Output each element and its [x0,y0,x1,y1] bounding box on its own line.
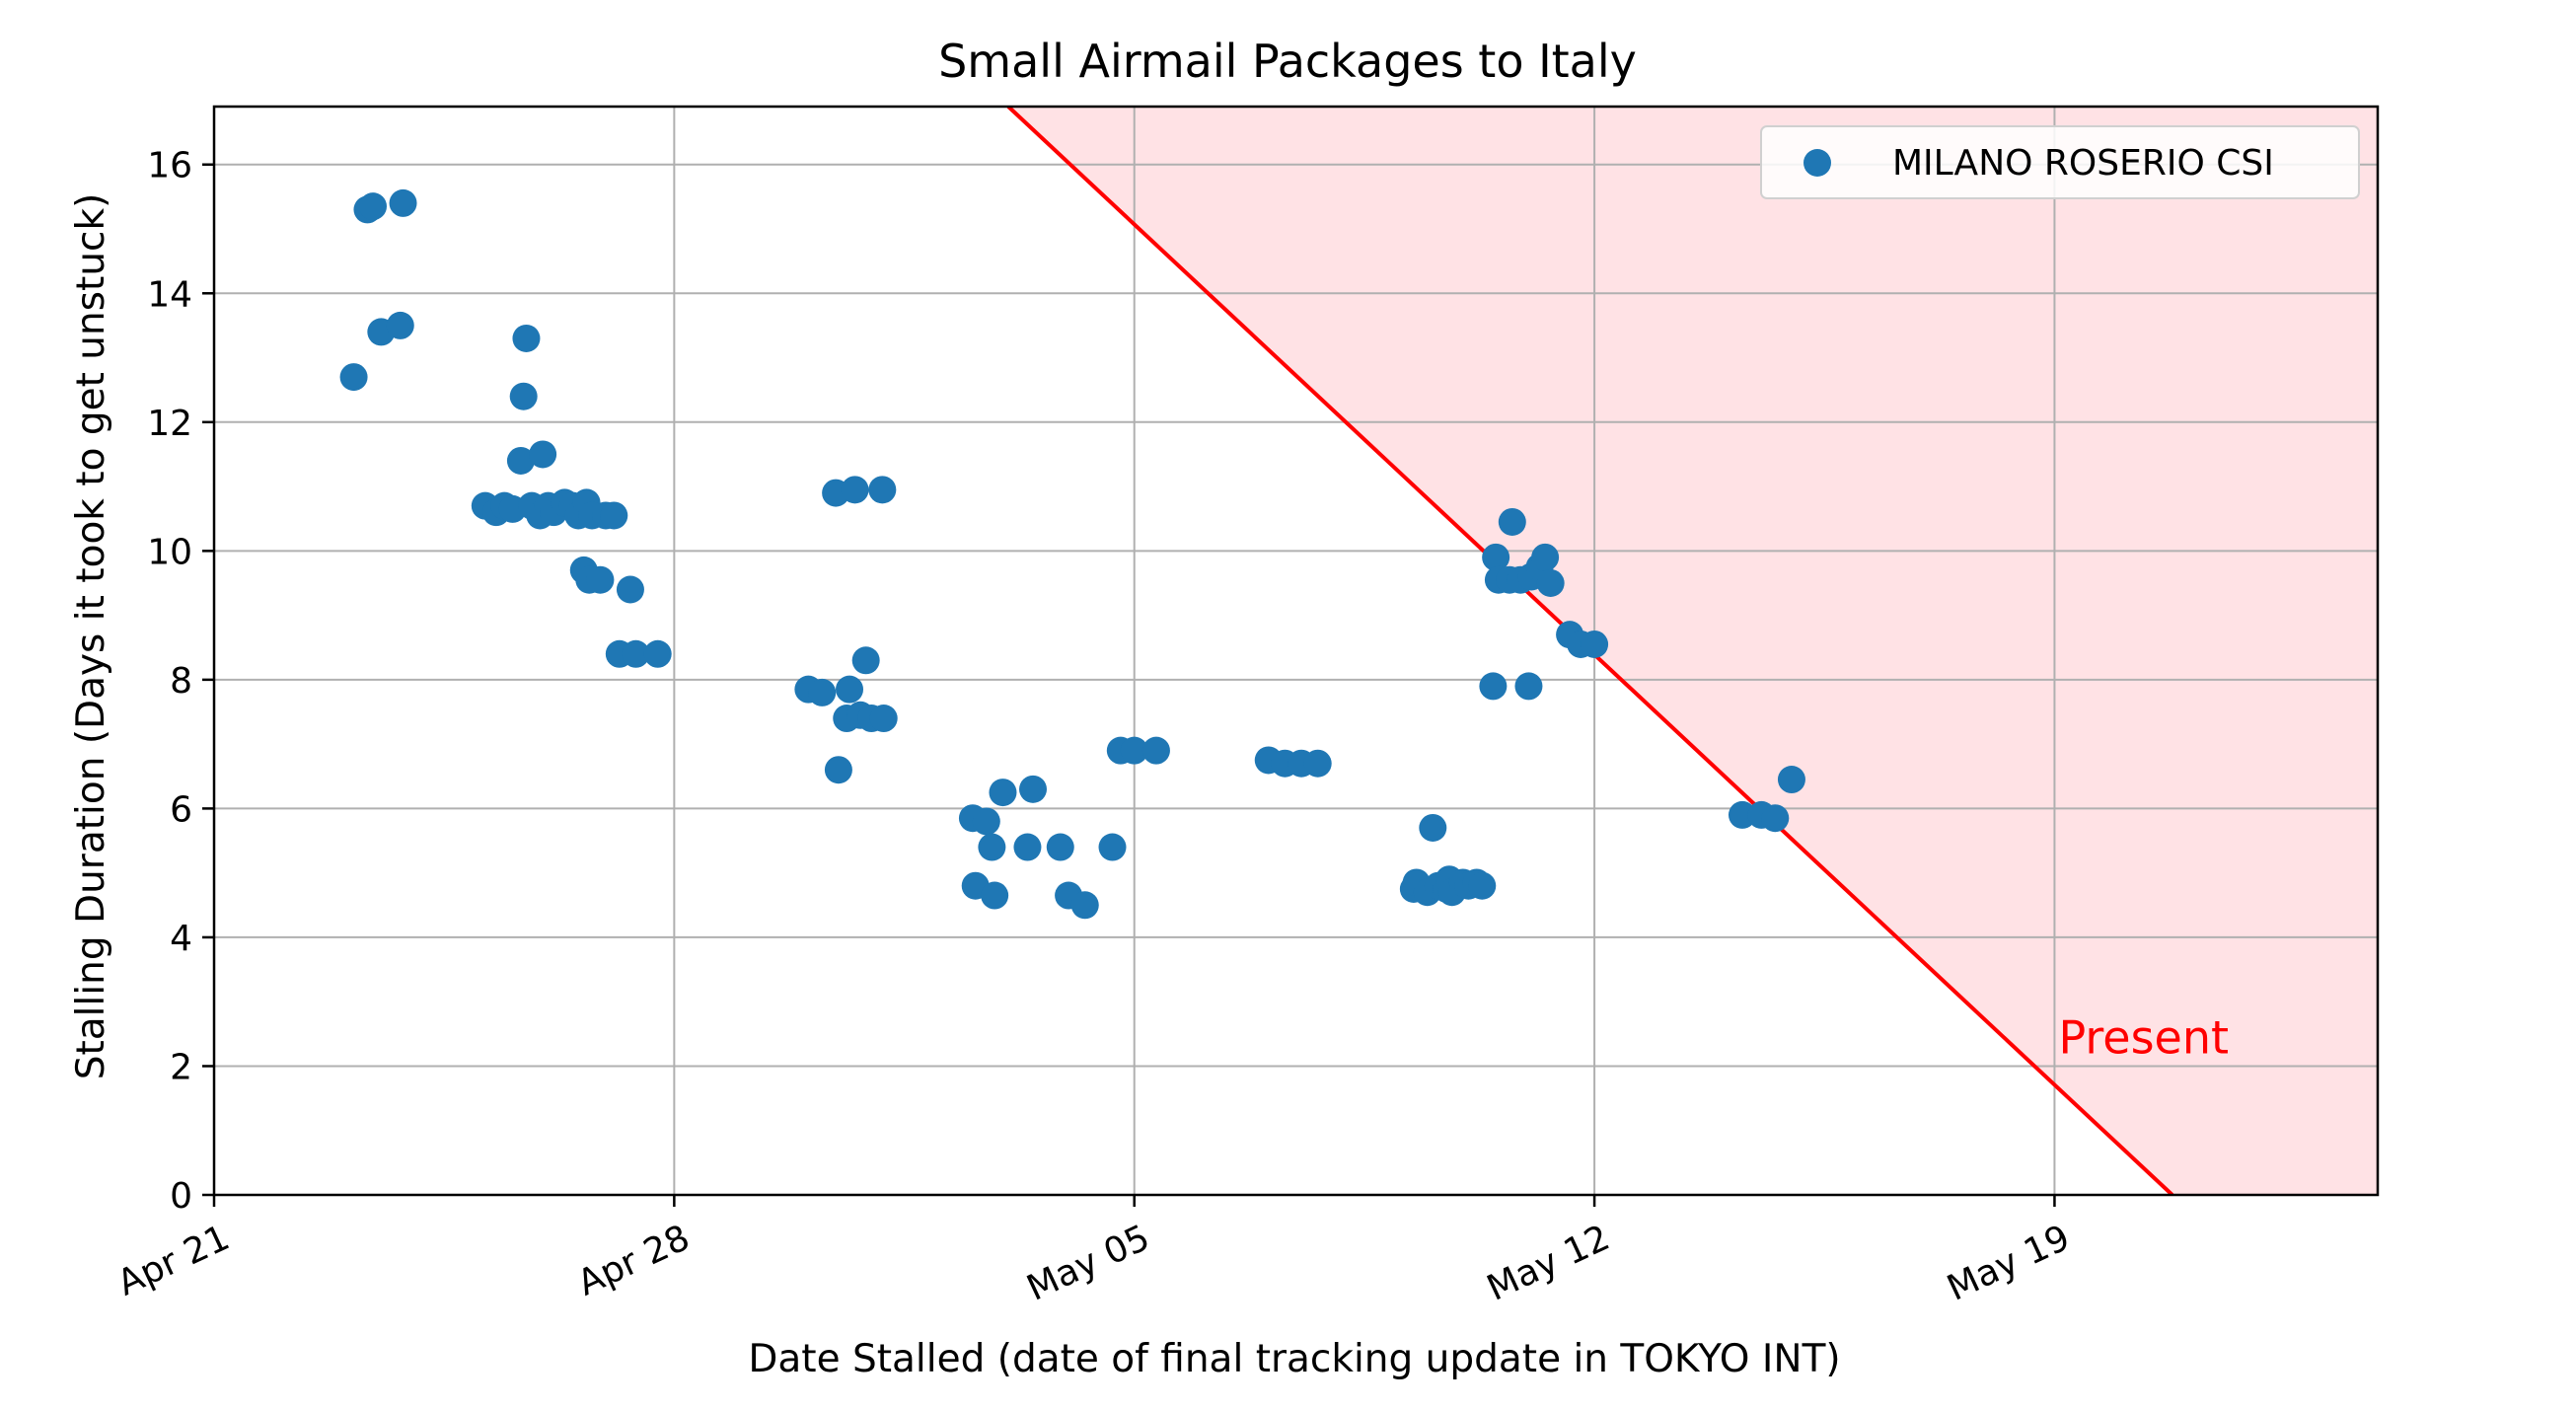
data-point [1141,736,1170,765]
data-point [1070,891,1099,920]
present-shaded-region-layer [1008,107,2378,1195]
data-point [339,363,368,392]
data-point [1482,543,1510,571]
data-point [1046,833,1074,861]
data-point [869,705,898,733]
data-point [389,188,417,217]
y-tick-label: 0 [170,1176,192,1217]
data-point [386,311,414,339]
data-point [808,678,837,706]
data-point [506,446,535,475]
data-point [868,476,897,504]
y-axis-label: Stalling Duration (Days it took to get u… [69,193,113,1080]
data-point [600,501,628,530]
data-point [841,476,869,504]
y-tick-label: 10 [147,532,192,572]
data-point [981,881,1009,910]
data-point [1536,568,1565,597]
y-tick-label: 6 [170,789,192,830]
legend-marker [1803,149,1831,177]
data-point [1303,749,1332,778]
data-points [339,188,1805,920]
data-point [1498,507,1526,536]
data-point [1419,813,1447,842]
data-point [1514,672,1543,701]
data-point [851,646,880,675]
data-point [836,675,864,704]
y-tick-label: 14 [147,274,192,315]
x-axis-label: Date Stalled (date of final tracking upd… [748,1337,1840,1381]
data-point [509,382,538,410]
y-tick-label: 2 [170,1047,192,1087]
data-point [1013,833,1042,861]
data-point [1468,871,1497,900]
data-point [978,833,1006,861]
y-tick-label: 16 [147,146,192,186]
chart-title: Small Airmail Packages to Italy [938,35,1637,88]
legend-label: MILANO ROSERIO CSI [1892,143,2274,184]
data-point [1019,775,1048,803]
data-point [529,440,557,469]
y-tick-label: 8 [170,661,192,702]
data-point [512,324,541,352]
legend: MILANO ROSERIO CSI [1760,125,2360,199]
data-point [1581,630,1609,658]
data-point [1761,804,1790,833]
y-axis-ticks: 0 2 4 6 8 10 12 14 16 [147,146,214,1217]
data-point [1777,766,1805,794]
data-point [586,565,615,594]
present-shaded-region [1008,107,2378,1195]
data-point [972,807,1000,836]
data-point [622,639,650,668]
data-point [989,779,1017,807]
data-point [359,192,388,221]
data-point [643,639,672,668]
data-point [1479,672,1508,701]
data-point [1728,800,1756,829]
data-point [1531,543,1560,571]
data-point [824,756,852,784]
y-tick-label: 12 [147,404,192,444]
plot-frame [212,105,2380,1197]
data-point [1120,736,1148,765]
data-point [616,575,644,604]
present-annotation-label: Present [2058,1010,2229,1064]
y-tick-label: 4 [170,919,192,959]
data-point [1098,833,1127,861]
legend-box [1760,125,2360,199]
